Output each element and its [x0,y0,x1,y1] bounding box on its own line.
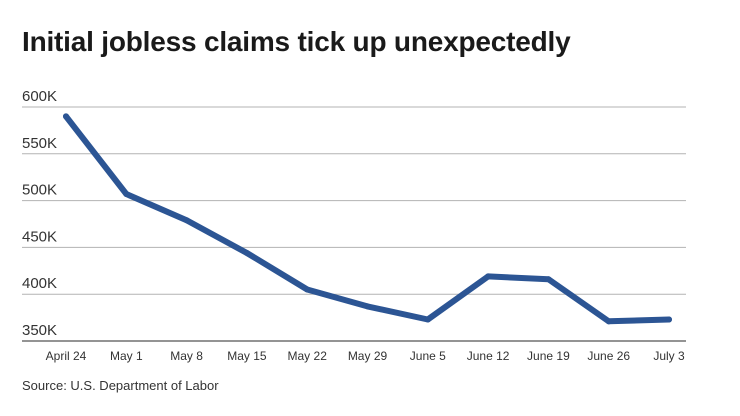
x-tick-label: May 15 [227,349,267,363]
data-point [545,276,552,283]
y-tick-label: 450K [22,228,57,245]
x-tick-label: May 29 [348,349,388,363]
data-point [605,318,612,325]
data-point [485,273,492,280]
y-axis-tick-labels: 600K 550K 500K 450K 400K 350K [22,88,57,339]
series-layer [63,113,672,325]
y-tick-label: 400K [22,275,57,292]
data-point [424,316,431,323]
x-tick-label: May 1 [110,349,143,363]
x-tick-label: May 8 [170,349,203,363]
x-tick-label: June 19 [527,349,570,363]
x-axis-tick-labels: April 24 May 1 May 8 May 15 May 22 May 29 June… [46,349,685,363]
data-point [304,286,311,293]
series-line [63,113,672,325]
y-tick-label: 600K [22,88,57,105]
x-tick-label: July 3 [653,349,685,363]
y-tick-label: 350K [22,322,57,339]
data-point [183,217,190,224]
y-tick-label: 500K [22,182,57,199]
data-point [666,316,672,323]
data-point [243,250,250,257]
gridlines [22,106,686,342]
y-tick-label: 550K [22,135,57,152]
source-note: Source: U.S. Department of Labor [22,378,219,393]
x-tick-label: May 22 [288,349,328,363]
data-point [364,303,371,310]
x-tick-label: April 24 [46,349,87,363]
data-point [123,191,130,198]
x-tick-label: June 26 [587,349,630,363]
x-tick-label: June 12 [467,349,510,363]
chart-title: Initial jobless claims tick up unexpecte… [22,26,571,57]
data-point [63,113,69,120]
x-tick-label: June 5 [410,349,446,363]
